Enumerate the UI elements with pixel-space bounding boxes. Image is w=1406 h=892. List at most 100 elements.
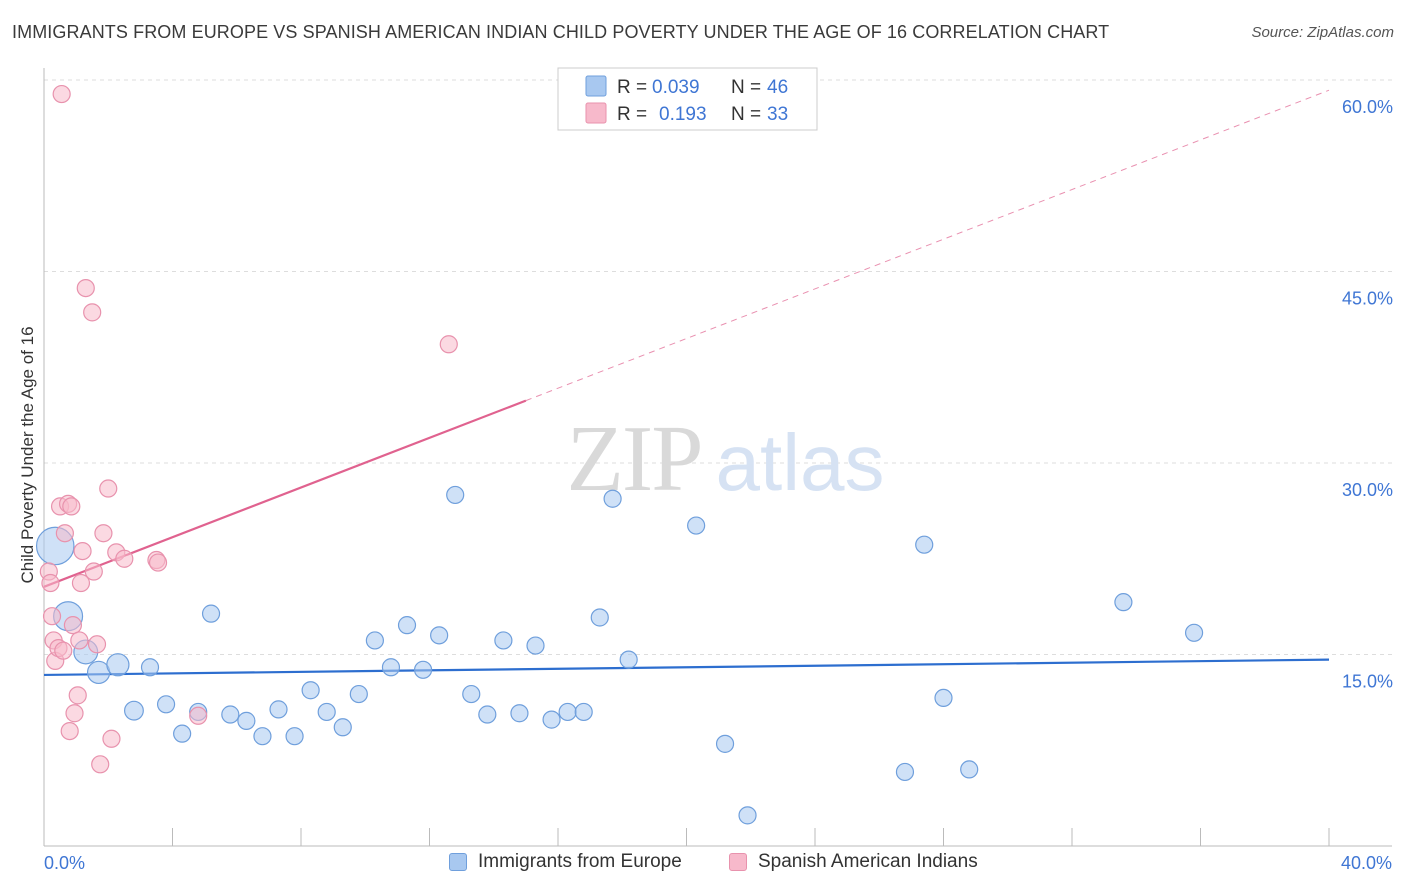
pink-trend-extension bbox=[525, 89, 1330, 402]
data-points bbox=[35, 84, 1204, 825]
legend-r-value: 0.193 bbox=[659, 104, 707, 125]
pink-data-point bbox=[41, 573, 60, 593]
legend-r-label: R = bbox=[617, 104, 647, 125]
bottom-legend-label-blue: Immigrants from Europe bbox=[478, 851, 682, 872]
blue-data-point bbox=[106, 653, 130, 677]
pink-data-point bbox=[63, 616, 83, 635]
bottom-legend-label-pink: Spanish American Indians bbox=[758, 851, 978, 872]
pink-data-point bbox=[55, 524, 74, 543]
pink-data-point bbox=[99, 479, 118, 498]
legend-r-label: R = bbox=[617, 77, 647, 98]
blue-data-point bbox=[156, 695, 176, 714]
pink-data-point bbox=[68, 686, 87, 705]
blue-trend-line bbox=[43, 658, 1330, 677]
legend-n-label: N = bbox=[731, 104, 761, 125]
trend-lines bbox=[43, 89, 1330, 677]
x-tick-label-max: 40.0% bbox=[1341, 853, 1392, 873]
pink-data-point bbox=[83, 303, 102, 322]
pink-swatch-icon bbox=[729, 853, 747, 871]
pink-data-point bbox=[148, 553, 168, 572]
blue-data-point bbox=[317, 702, 336, 722]
blue-data-point bbox=[301, 681, 320, 700]
blue-data-point bbox=[715, 734, 735, 753]
y-tick-label: 45.0% bbox=[1342, 289, 1393, 309]
blue-data-point bbox=[934, 688, 953, 708]
blue-data-point bbox=[915, 535, 934, 554]
pink-data-point bbox=[76, 278, 95, 298]
blue-data-point bbox=[349, 684, 368, 704]
y-axis-label: Child Poverty Under the Age of 16 bbox=[18, 326, 37, 583]
blue-data-point bbox=[687, 516, 706, 535]
pink-data-point bbox=[87, 635, 107, 654]
legend-r-value: 0.039 bbox=[652, 77, 700, 98]
pink-data-point bbox=[102, 729, 121, 748]
pink-data-point bbox=[70, 631, 89, 650]
blue-data-point bbox=[526, 636, 545, 655]
pink-data-point bbox=[52, 84, 71, 104]
x-tick-label-min: 0.0% bbox=[44, 853, 85, 873]
pink-data-point bbox=[94, 524, 113, 543]
blue-data-point bbox=[478, 705, 497, 724]
legend: R = 0.039 N = 46 R = 0.193 N = 33 bbox=[557, 67, 818, 131]
blue-data-point bbox=[590, 608, 609, 627]
y-tick-label: 60.0% bbox=[1342, 97, 1393, 117]
blue-data-point bbox=[365, 631, 384, 650]
blue-data-point bbox=[542, 710, 561, 729]
blue-data-point bbox=[285, 727, 304, 746]
blue-data-point bbox=[895, 762, 915, 782]
blue-data-point bbox=[269, 700, 288, 719]
pink-data-point bbox=[54, 641, 73, 660]
pink-data-point bbox=[73, 541, 92, 561]
blue-data-point bbox=[558, 702, 577, 722]
pink-data-point bbox=[189, 706, 208, 725]
legend-n-value: 46 bbox=[767, 77, 788, 98]
pink-data-point bbox=[42, 607, 62, 626]
legend-swatch-pink bbox=[585, 102, 607, 124]
blue-data-point bbox=[960, 760, 979, 779]
y-tick-label: 15.0% bbox=[1342, 672, 1393, 692]
blue-data-point bbox=[446, 485, 465, 505]
pink-data-point bbox=[439, 335, 458, 354]
bottom-legend-item-pink: Spanish American Indians bbox=[729, 851, 978, 873]
blue-data-point bbox=[221, 705, 240, 724]
chart-title: IMMIGRANTS FROM EUROPE VS SPANISH AMERIC… bbox=[12, 22, 1110, 42]
blue-data-point bbox=[413, 660, 433, 679]
axes bbox=[43, 68, 1392, 847]
pink-data-point bbox=[62, 497, 81, 516]
pink-data-point bbox=[115, 549, 134, 568]
pink-data-point bbox=[84, 562, 103, 581]
legend-swatch-blue bbox=[585, 75, 607, 97]
blue-data-point bbox=[430, 626, 449, 645]
pink-data-point bbox=[91, 755, 110, 774]
blue-data-point bbox=[738, 806, 757, 825]
blue-data-point bbox=[381, 658, 401, 677]
blue-data-point bbox=[397, 616, 417, 635]
blue-data-point bbox=[333, 718, 352, 737]
blue-data-point bbox=[574, 702, 593, 722]
pink-data-point bbox=[71, 573, 91, 593]
y-tick-labels: 15.0% 30.0% 45.0% 60.0% bbox=[1342, 97, 1393, 692]
bottom-legend: Immigrants from Europe Spanish American … bbox=[0, 851, 1406, 879]
bottom-legend-item-blue: Immigrants from Europe bbox=[449, 851, 682, 873]
blue-data-point bbox=[603, 489, 622, 508]
watermark-zip: ZIP bbox=[567, 407, 702, 511]
source-credit: Source: ZipAtlas.com bbox=[1251, 24, 1394, 41]
blue-data-point bbox=[173, 724, 192, 743]
blue-data-point bbox=[619, 650, 638, 669]
blue-data-point bbox=[123, 700, 144, 721]
pink-data-point bbox=[60, 721, 79, 741]
blue-data-point bbox=[253, 727, 272, 746]
blue-data-point bbox=[510, 704, 529, 723]
watermark-atlas: atlas bbox=[716, 418, 885, 507]
watermark: ZIP atlas bbox=[567, 407, 885, 511]
blue-data-point bbox=[1114, 593, 1133, 612]
legend-n-label: N = bbox=[731, 77, 761, 98]
blue-data-point bbox=[140, 658, 160, 677]
blue-data-point bbox=[237, 711, 256, 730]
y-tick-label: 30.0% bbox=[1342, 480, 1393, 500]
blue-data-point bbox=[201, 604, 221, 623]
blue-data-point bbox=[1184, 623, 1204, 642]
blue-data-point bbox=[494, 631, 513, 650]
blue-swatch-icon bbox=[449, 853, 467, 871]
